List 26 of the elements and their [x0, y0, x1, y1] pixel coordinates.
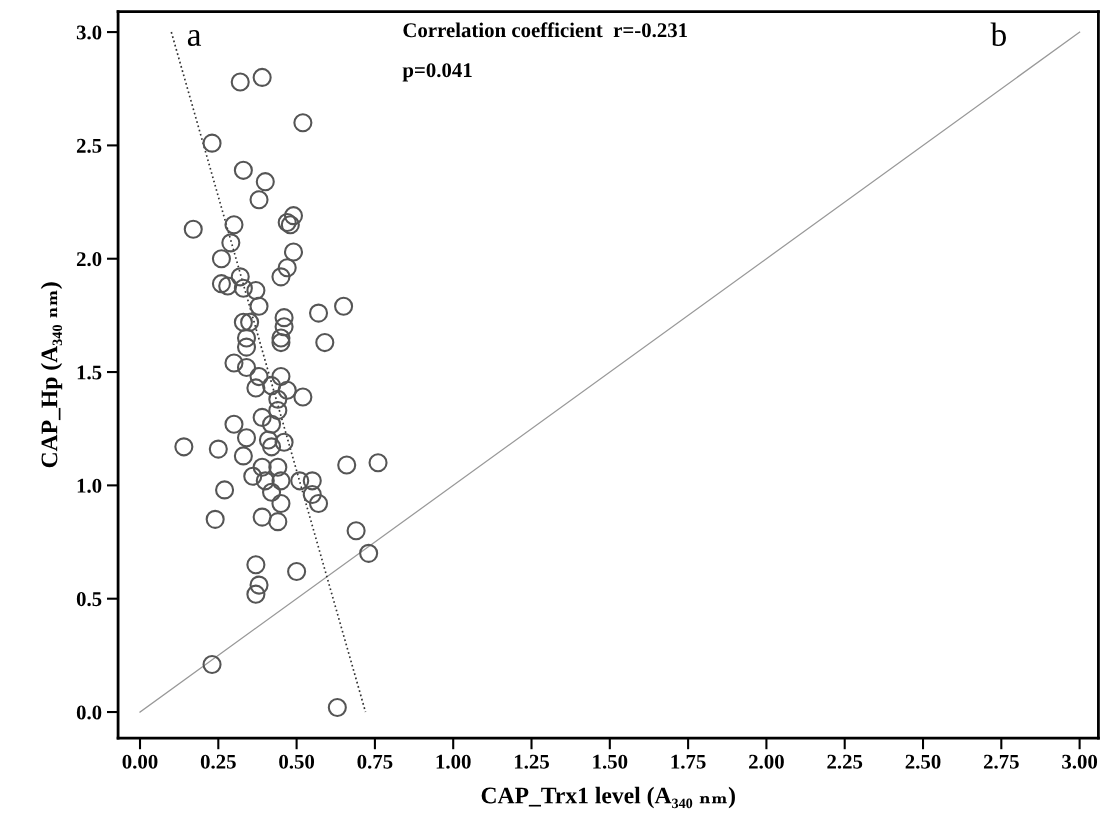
- x-tick-label: 1.75: [671, 754, 706, 769]
- annotation: p=0.041: [402, 63, 472, 82]
- x-axis-title: CAP_Trx1 level (A₃₄₀ ₙₘ): [481, 786, 735, 809]
- x-tick-label: 2.25: [827, 754, 863, 769]
- x-tick-label: 0.75: [357, 754, 393, 769]
- x-tick-label: 0.00: [122, 754, 158, 769]
- y-tick-label: 0.0: [76, 705, 102, 720]
- y-axis-title: CAP_Hp (A₃₄₀ ₙₘ): [40, 282, 63, 468]
- x-tick-label: 1.00: [436, 754, 471, 769]
- annotation: a: [187, 30, 202, 47]
- x-tick-label: 3.00: [1062, 754, 1098, 769]
- x-tick-label: 0.25: [200, 754, 236, 769]
- annotation: b: [990, 22, 1006, 47]
- x-tick-label: 1.50: [593, 754, 628, 769]
- x-tick-label: 2.75: [983, 754, 1019, 769]
- annotation: Correlation coefficient r=-0.231: [403, 22, 688, 38]
- y-tick-label: 1.5: [77, 365, 102, 380]
- y-tick-label: 1.0: [77, 478, 102, 493]
- x-tick-label: 1.25: [514, 754, 549, 769]
- y-tick-label: 2.0: [76, 252, 102, 267]
- y-tick-label: 0.5: [76, 592, 102, 607]
- x-tick-label: 0.50: [279, 754, 315, 769]
- x-tick-label: 2.00: [749, 754, 784, 769]
- y-tick-label: 3.0: [76, 25, 102, 40]
- x-tick-label: 2.50: [905, 754, 941, 769]
- y-tick-label: 2.5: [76, 138, 102, 153]
